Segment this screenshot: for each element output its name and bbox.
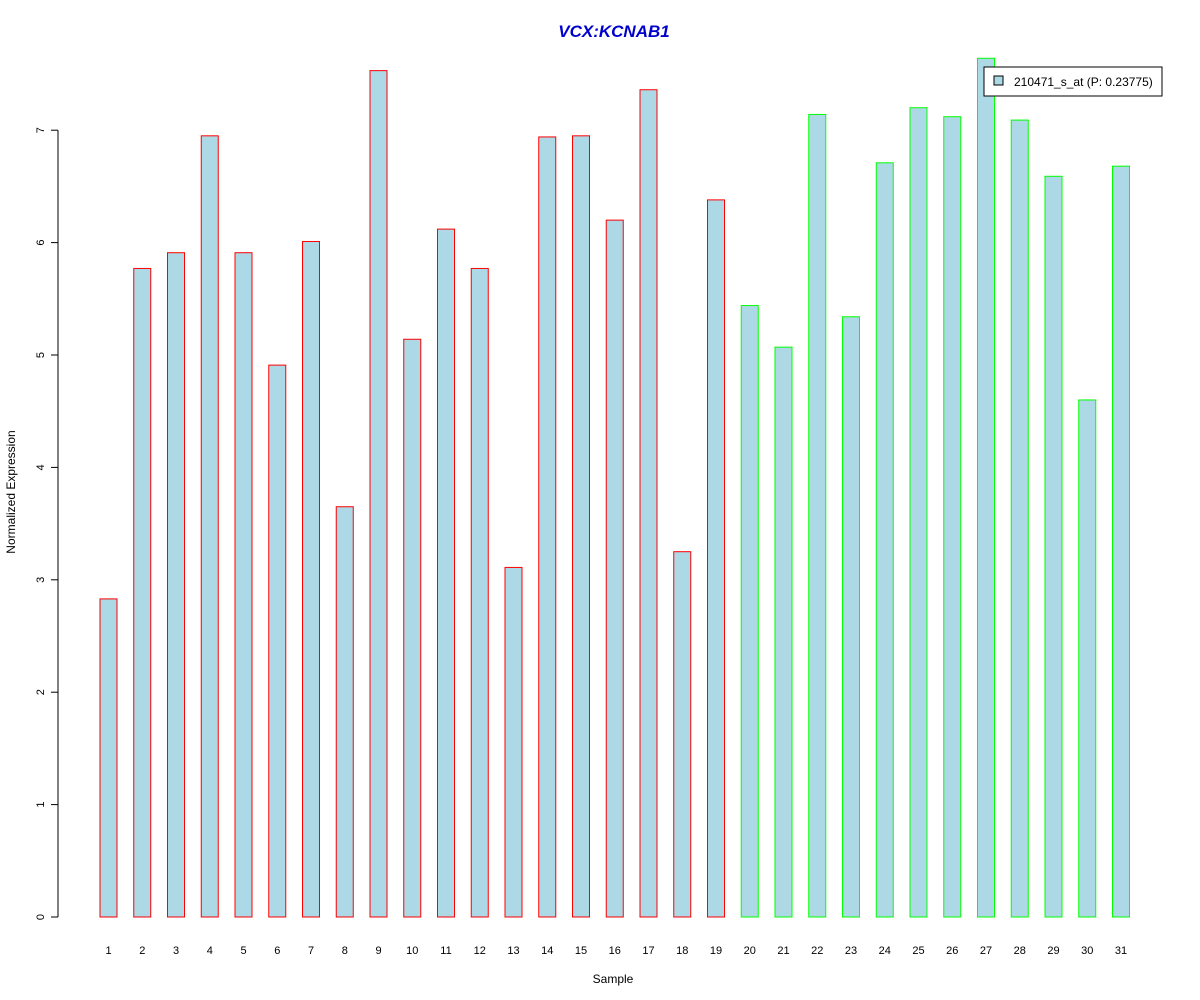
x-tick-label: 28 bbox=[1014, 945, 1026, 957]
bar-sample-15 bbox=[572, 135, 590, 918]
bar-sample-13 bbox=[504, 566, 523, 918]
bar-sample-28 bbox=[1010, 119, 1029, 918]
x-tick-label: 21 bbox=[777, 945, 789, 957]
y-tick-label: 3 bbox=[35, 577, 47, 583]
x-tick-label: 15 bbox=[575, 945, 587, 957]
y-tick-label: 4 bbox=[35, 464, 47, 470]
y-tick-label: 7 bbox=[35, 127, 47, 133]
bar-sample-29 bbox=[1044, 175, 1063, 918]
bar-sample-19 bbox=[707, 199, 725, 918]
bar-sample-30 bbox=[1078, 399, 1097, 918]
bar-sample-6 bbox=[268, 364, 287, 918]
x-tick-label: 5 bbox=[240, 945, 246, 957]
x-tick-label: 13 bbox=[507, 945, 519, 957]
bar-sample-21 bbox=[774, 346, 793, 918]
x-tick-label: 30 bbox=[1081, 945, 1093, 957]
x-tick-label: 10 bbox=[406, 945, 418, 957]
x-tick-label: 16 bbox=[609, 945, 621, 957]
bar-sample-18 bbox=[673, 551, 692, 918]
bar-sample-12 bbox=[470, 267, 489, 918]
bar-sample-25 bbox=[909, 107, 928, 918]
bar-sample-7 bbox=[302, 240, 320, 918]
x-tick-label: 17 bbox=[642, 945, 654, 957]
bar-sample-27 bbox=[977, 57, 995, 918]
y-tick-label: 5 bbox=[35, 352, 47, 358]
bar-sample-2 bbox=[133, 267, 152, 918]
bar-sample-23 bbox=[842, 316, 860, 918]
x-tick-label: 11 bbox=[440, 945, 451, 957]
x-tick-label: 26 bbox=[946, 945, 958, 957]
x-tick-label: 2 bbox=[139, 945, 145, 957]
x-tick-label: 12 bbox=[474, 945, 486, 957]
bar-sample-1 bbox=[99, 598, 118, 918]
x-tick-label: 8 bbox=[342, 945, 348, 957]
bar-sample-5 bbox=[234, 252, 253, 918]
x-tick-label: 18 bbox=[676, 945, 688, 957]
bar-sample-8 bbox=[335, 506, 354, 918]
x-tick-label: 1 bbox=[105, 945, 111, 957]
bar-sample-10 bbox=[403, 338, 422, 918]
legend-box bbox=[983, 66, 1163, 97]
x-tick-label: 31 bbox=[1115, 945, 1127, 957]
x-tick-label: 9 bbox=[375, 945, 381, 957]
bar-sample-24 bbox=[875, 162, 894, 918]
bar-sample-3 bbox=[167, 252, 185, 918]
bar-sample-9 bbox=[369, 70, 388, 918]
legend-label: 210471_s_at (P: 0.23775) bbox=[1014, 75, 1153, 89]
x-tick-label: 4 bbox=[207, 945, 213, 957]
x-tick-label: 22 bbox=[811, 945, 823, 957]
x-tick-label: 25 bbox=[912, 945, 924, 957]
x-tick-label: 24 bbox=[879, 945, 891, 957]
bars bbox=[99, 57, 1130, 918]
x-tick-label: 19 bbox=[710, 945, 722, 957]
bar-sample-4 bbox=[200, 135, 219, 918]
x-tick-label: 14 bbox=[541, 945, 553, 957]
x-tick-label: 7 bbox=[308, 945, 314, 957]
y-axis: 0 1 2 3 4 5 6 7 bbox=[35, 127, 59, 920]
x-tick-label: 27 bbox=[980, 945, 992, 957]
bar-sample-20 bbox=[740, 305, 759, 918]
bar-sample-11 bbox=[437, 228, 455, 918]
bar-sample-22 bbox=[808, 113, 827, 918]
bar-sample-26 bbox=[943, 116, 962, 918]
x-tick-label: 20 bbox=[744, 945, 756, 957]
x-axis-label: Sample bbox=[593, 972, 634, 986]
bar-sample-14 bbox=[538, 136, 557, 918]
x-tick-label: 29 bbox=[1047, 945, 1059, 957]
bar-sample-16 bbox=[605, 219, 624, 918]
x-tick-label: 6 bbox=[274, 945, 280, 957]
legend: 210471_s_at (P: 0.23775) bbox=[983, 66, 1163, 97]
bar-sample-31 bbox=[1112, 165, 1130, 918]
y-tick-label: 6 bbox=[35, 240, 47, 246]
y-tick-label: 1 bbox=[35, 802, 47, 808]
x-tick-labels: 1 2 3 4 5 6 7 8 9 10 11 12 13 14 15 16 17 18 19 20 21 22 23 24 2… bbox=[105, 945, 1127, 957]
x-tick-label: 23 bbox=[845, 945, 857, 957]
y-tick-label: 0 bbox=[35, 914, 47, 920]
y-axis-label: Normalized Expression bbox=[4, 430, 18, 553]
chart-title: VCX:KCNAB1 bbox=[558, 22, 669, 41]
x-tick-label: 3 bbox=[173, 945, 179, 957]
legend-swatch bbox=[993, 75, 1004, 86]
y-tick-label: 2 bbox=[35, 689, 47, 695]
bar-sample-17 bbox=[639, 89, 658, 918]
